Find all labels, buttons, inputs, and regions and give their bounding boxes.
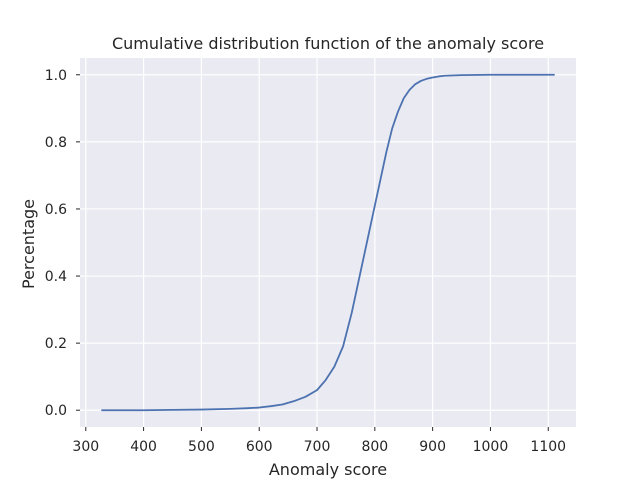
x-tick-label: 400: [130, 439, 157, 455]
x-tick-label: 300: [72, 439, 99, 455]
ticks: 300 400 500 600 700 800 900 1000 1100 0.0 0.2 0.4 0.…: [45, 68, 566, 455]
x-tick-label: 600: [246, 439, 273, 455]
y-tick-label: 0.2: [45, 336, 67, 352]
x-tick-label: 700: [304, 439, 331, 455]
y-tick-label: 0.6: [45, 202, 67, 218]
y-tick-label: 0.0: [45, 403, 67, 419]
x-tick-label: 500: [188, 439, 215, 455]
x-axis-label: Anomaly score: [269, 460, 387, 479]
y-tick-label: 0.4: [45, 269, 67, 285]
grid: [80, 58, 576, 427]
cdf-line: [101, 73, 555, 412]
series-group: [101, 73, 555, 412]
x-tick-label: 900: [419, 439, 446, 455]
y-tick-label: 1.0: [45, 68, 67, 84]
x-tick-label: 1100: [530, 439, 566, 455]
chart-title: Cumulative distribution function of the …: [112, 34, 544, 53]
y-tick-label: 0.8: [45, 135, 67, 151]
plot-background: [80, 58, 576, 427]
y-axis-label: Percentage: [19, 199, 38, 289]
x-tick-label: 800: [361, 439, 388, 455]
x-tick-label: 1000: [473, 439, 509, 455]
